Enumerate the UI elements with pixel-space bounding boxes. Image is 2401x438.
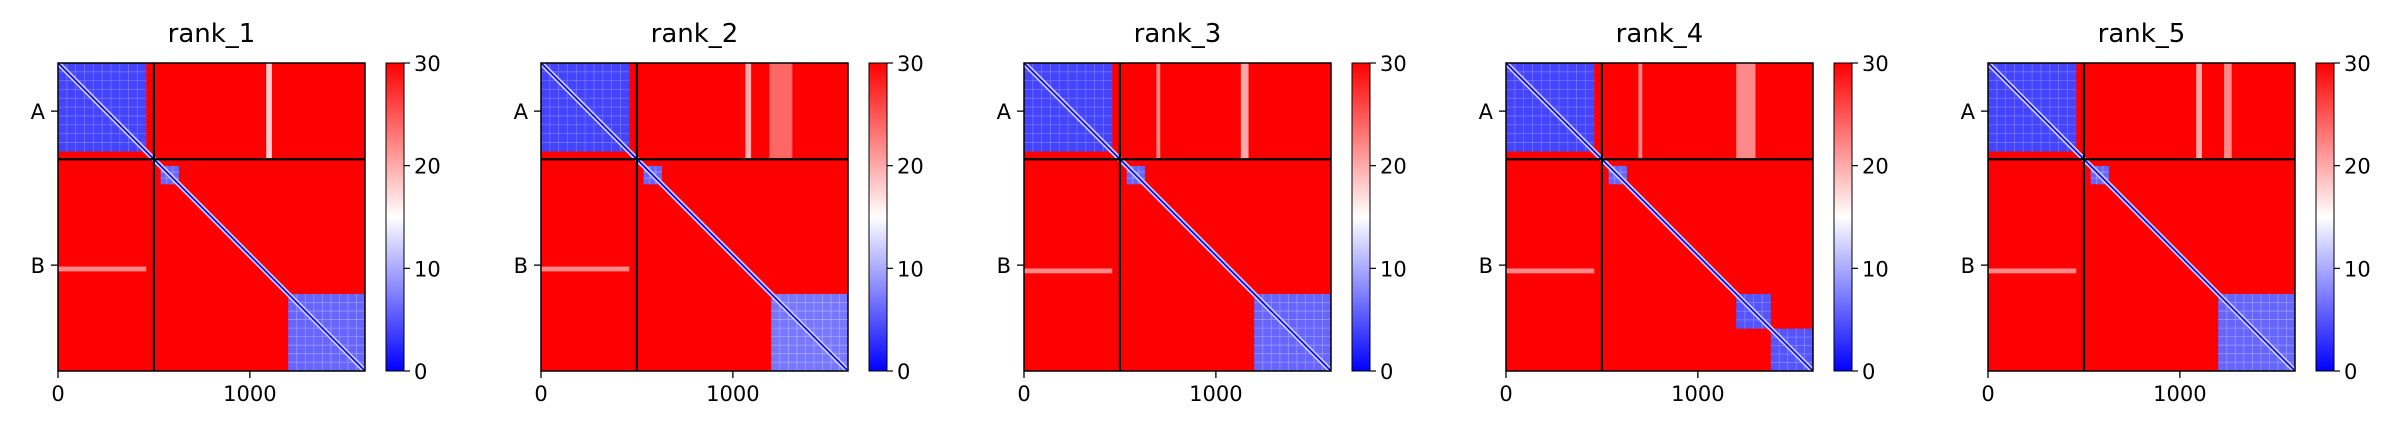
diagonal-core [1988, 63, 2295, 371]
y-tick-label-A: A [31, 100, 46, 124]
heatmap-area [1506, 63, 1813, 371]
y-tick-label-A: A [1961, 100, 1976, 124]
diagonal-core [1506, 63, 1813, 371]
colorbar-tick-label: 0 [1380, 360, 1393, 384]
x-tick-label: 0 [1017, 382, 1030, 406]
plot-frame [1987, 62, 2296, 372]
stripe-row-2 [1024, 268, 1113, 274]
panel-rank_3: rank_3 0 1000 A B 0 10 20 30 [997, 19, 1407, 406]
y-tick-label-B: B [997, 254, 1011, 278]
stripe-col-0 [1156, 63, 1161, 160]
heatmap-area [541, 63, 848, 371]
stripe-row-2 [541, 266, 630, 272]
colorbar-tick-label: 20 [897, 155, 924, 179]
panel-title: rank_3 [1134, 19, 1222, 49]
stripe-col-0 [266, 63, 272, 160]
panel-title: rank_2 [651, 19, 739, 49]
panel-title: rank_5 [2098, 19, 2186, 49]
colorbar-tick-label: 30 [414, 52, 441, 76]
colorbar [868, 62, 888, 372]
heatmap-area [1024, 63, 1331, 371]
heatmap-area [1988, 63, 2295, 371]
colorbar-tick-label: 10 [1380, 257, 1407, 281]
colorbar-tick-label: 30 [897, 52, 924, 76]
colorbar [385, 62, 405, 372]
x-tick-label: 1000 [706, 382, 759, 406]
colorbar-tick-label: 10 [1862, 257, 1889, 281]
plot-frame [540, 62, 849, 372]
colorbar-tick-label: 10 [2344, 257, 2371, 281]
colorbar-tick-label: 30 [2344, 52, 2371, 76]
colorbar-tick-label: 10 [414, 257, 441, 281]
colorbar-tick-label: 0 [897, 360, 910, 384]
y-tick-label-A: A [1479, 100, 1494, 124]
panel-rank_2: rank_2 0 1000 A B 0 10 20 30 [514, 19, 924, 406]
colorbar [1833, 62, 1853, 372]
stripe-col-1 [769, 63, 793, 160]
plot-frame [1023, 62, 1332, 372]
colorbar-tick-label: 20 [1862, 155, 1889, 179]
colorbar-tick-label: 20 [1380, 155, 1407, 179]
y-tick-label-B: B [1961, 254, 1975, 278]
x-tick-label: 1000 [1671, 382, 1724, 406]
diagonal-core [541, 63, 848, 371]
x-tick-label: 0 [534, 382, 547, 406]
x-tick-label: 0 [51, 382, 64, 406]
colorbar-tick-label: 10 [897, 257, 924, 281]
x-tick-label: 0 [1499, 382, 1512, 406]
stripe-col-1 [1736, 63, 1756, 160]
colorbar [2315, 62, 2335, 372]
stripe-col-0 [1638, 63, 1643, 160]
panel-rank_4: rank_4 0 1000 A B 0 10 20 30 [1479, 19, 1889, 406]
x-tick-label: 0 [1981, 382, 1994, 406]
y-tick-label-B: B [514, 254, 528, 278]
panel-title: rank_1 [168, 19, 256, 49]
x-tick-label: 1000 [223, 382, 276, 406]
y-tick-label-A: A [997, 100, 1012, 124]
panel-rank_5: rank_5 0 1000 A B 0 10 20 30 [1961, 19, 2371, 406]
stripe-row-2 [1506, 268, 1595, 274]
heatmap-area [58, 63, 365, 371]
diagonal-core [58, 63, 365, 371]
x-tick-label: 1000 [2153, 382, 2206, 406]
y-tick-label-B: B [31, 254, 45, 278]
panel-rank_1: rank_1 0 1000 A B 0 10 20 30 [31, 19, 441, 406]
stripe-col-0 [745, 63, 752, 160]
colorbar-tick-label: 0 [2344, 360, 2357, 384]
stripe-col-1 [1240, 63, 1249, 160]
stripe-col-1 [2224, 63, 2232, 160]
y-tick-label-B: B [1479, 254, 1493, 278]
x-tick-label: 1000 [1189, 382, 1242, 406]
colorbar [1351, 62, 1371, 372]
colorbar-tick-label: 0 [1862, 360, 1875, 384]
stripe-row-1 [58, 266, 147, 272]
colorbar-tick-label: 20 [414, 155, 441, 179]
colorbar-tick-label: 30 [1380, 52, 1407, 76]
colorbar-tick-label: 20 [2344, 155, 2371, 179]
colorbar-tick-label: 30 [1862, 52, 1889, 76]
diagonal-core [1024, 63, 1331, 371]
colorbar-tick-label: 0 [414, 360, 427, 384]
plot-frame [57, 62, 366, 372]
stripe-row-2 [1988, 268, 2077, 274]
panel-title: rank_4 [1616, 19, 1704, 49]
stripe-col-0 [2196, 63, 2202, 160]
plot-frame [1505, 62, 1814, 372]
y-tick-label-A: A [514, 100, 529, 124]
